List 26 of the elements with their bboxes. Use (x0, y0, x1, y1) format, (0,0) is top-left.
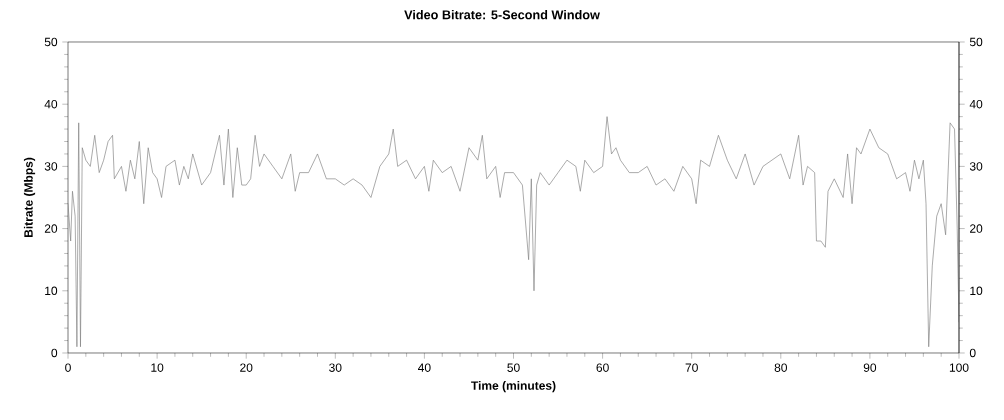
x-tick-label: 50 (507, 363, 520, 372)
x-tick-label: 80 (774, 363, 788, 372)
x-tick-label: 40 (418, 363, 431, 372)
y2-tick-label: 50 (969, 37, 983, 47)
x-tick-label: 0 (65, 363, 71, 372)
y-tick-label: 10 (45, 286, 58, 296)
x-axis-title: Time (minutes) (471, 381, 556, 393)
y-tick-label: 40 (44, 99, 58, 109)
y2-tick-label: 20 (970, 224, 983, 233)
y-tick-label: 30 (44, 162, 58, 171)
x-tick-label: 70 (685, 363, 698, 372)
y-axis-title: Bitrate (Mbps) (23, 157, 36, 238)
chart-title: Video Bitrate: 5-Second Window (404, 10, 600, 20)
y-tick-label: 20 (44, 224, 58, 233)
y-tick-label: 50 (44, 37, 58, 47)
x-tick-label: 100 (949, 363, 969, 372)
y2-tick-label: 30 (969, 162, 983, 171)
y2-tick-label: 10 (970, 286, 983, 296)
y2-tick-label: 0 (969, 348, 976, 358)
y2-tick-label: 40 (969, 99, 983, 109)
x-tick-label: 10 (151, 363, 164, 372)
x-tick-label: 90 (863, 363, 877, 372)
y-tick-label: 0 (51, 348, 58, 358)
x-tick-label: 60 (596, 363, 609, 372)
x-tick-label: 20 (240, 363, 253, 372)
x-tick-label: 30 (329, 363, 342, 372)
